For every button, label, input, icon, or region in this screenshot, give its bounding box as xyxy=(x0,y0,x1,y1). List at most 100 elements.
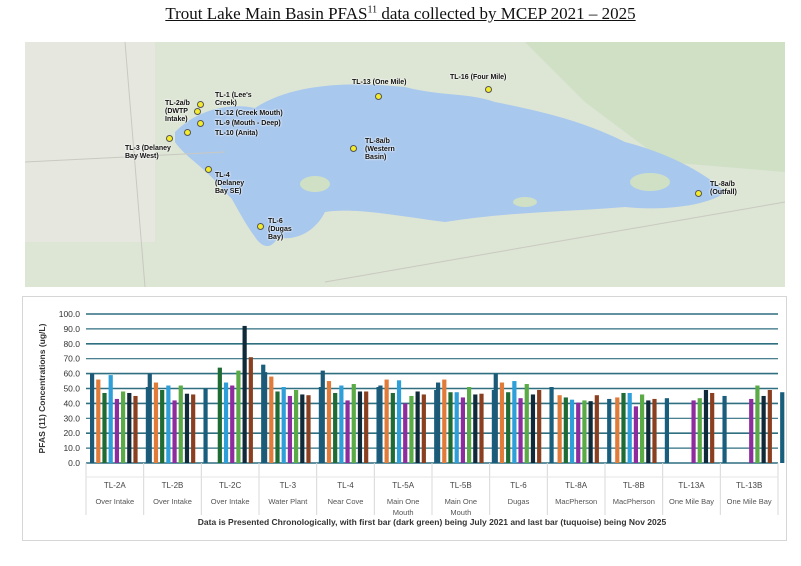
bar xyxy=(306,395,311,463)
site-label-tl-6: TL-6 (Dugas Bay) xyxy=(268,218,292,241)
bar xyxy=(300,394,305,463)
bar xyxy=(460,397,465,463)
bar xyxy=(518,398,523,463)
bar xyxy=(761,395,766,463)
bar xyxy=(172,400,177,463)
bar xyxy=(326,381,332,463)
bar xyxy=(512,381,517,463)
bar xyxy=(364,391,369,463)
bar xyxy=(217,367,222,463)
bar xyxy=(664,398,669,463)
site-marker-tl-16[interactable] xyxy=(485,86,492,93)
bar xyxy=(563,397,568,463)
bar xyxy=(493,373,498,463)
subcategory-label: Dugas xyxy=(508,497,530,506)
bar xyxy=(409,395,414,463)
y-tick-label: 100.0 xyxy=(59,309,81,319)
site-marker-tl-13[interactable] xyxy=(375,93,382,100)
bar xyxy=(333,392,338,463)
bar xyxy=(454,392,459,463)
bar xyxy=(147,373,152,463)
bar xyxy=(160,389,165,463)
site-marker-tl-4[interactable] xyxy=(205,166,212,173)
subcategory-label: Main One xyxy=(387,497,420,506)
site-marker-tl-6[interactable] xyxy=(257,223,264,230)
site-label-tl-16: TL-16 (Four Mile) xyxy=(450,74,507,81)
bar xyxy=(263,372,268,463)
bar xyxy=(384,379,389,463)
category-label: TL-2C xyxy=(219,481,241,490)
bar xyxy=(506,392,511,463)
bar xyxy=(178,385,183,463)
bar xyxy=(569,399,575,463)
bar xyxy=(436,382,441,463)
y-axis-label: PFAS (11) Concentrations (ug/L) xyxy=(37,323,47,453)
bar xyxy=(223,382,229,463)
bar xyxy=(524,384,529,463)
category-label: TL-5B xyxy=(450,481,472,490)
bar xyxy=(646,400,651,463)
bar xyxy=(479,393,484,463)
lake-map: TL-1 (Lee's Creek) TL-2a/b (DWTP Intake)… xyxy=(25,42,785,287)
y-tick-label: 20.0 xyxy=(63,428,80,438)
site-marker-tl-8ab-outfall[interactable] xyxy=(695,190,702,197)
pfas-bar-chart: 0.0 10.0 20.0 30.0 40.0 50.0 60.0 70.0 80.0 90.0 1… xyxy=(37,309,785,527)
site-label-tl-13: TL-13 (One Mile) xyxy=(352,79,407,86)
bar xyxy=(691,400,696,463)
site-label-tl-1: TL-1 (Lee's Creek) xyxy=(215,92,252,107)
bar xyxy=(127,392,132,463)
subcategory-label: One Mile Bay xyxy=(669,497,714,506)
bar xyxy=(652,398,657,463)
y-tick-label: 30.0 xyxy=(63,413,80,423)
chart-panel: 0.0 10.0 20.0 30.0 40.0 50.0 60.0 70.0 80.0 90.0 1… xyxy=(22,296,787,541)
bar xyxy=(722,395,727,463)
site-label-tl-10: TL-10 (Anita) xyxy=(215,130,258,137)
bar xyxy=(537,389,542,463)
y-tick-label: 60.0 xyxy=(63,369,80,379)
bar xyxy=(357,391,363,463)
subcategory-label: Mouth xyxy=(450,508,471,517)
bar xyxy=(345,400,350,463)
bar xyxy=(294,389,299,463)
bar xyxy=(403,403,408,463)
bar xyxy=(767,389,772,463)
bar xyxy=(442,379,447,463)
site-marker-tl-10[interactable] xyxy=(184,129,191,136)
bar xyxy=(633,406,638,463)
site-marker-tl-8ab-western[interactable] xyxy=(350,145,357,152)
bar xyxy=(530,394,536,463)
site-label-tl-12: TL-12 (Creek Mouth) xyxy=(215,110,283,117)
subcategory-label: Near Cove xyxy=(328,497,364,506)
y-tick-label: 70.0 xyxy=(63,354,80,364)
bar xyxy=(499,382,505,463)
subcategory-label: Main One xyxy=(445,497,478,506)
category-label: TL-6 xyxy=(510,481,527,490)
bar xyxy=(621,392,626,463)
site-marker-tl-1[interactable] xyxy=(197,101,204,108)
bar xyxy=(96,379,101,463)
site-marker-tl-2ab[interactable] xyxy=(194,108,201,115)
bar xyxy=(549,387,554,463)
bar xyxy=(749,398,754,463)
bar xyxy=(582,400,587,463)
y-tick-label: 10.0 xyxy=(63,443,80,453)
site-marker-tl-9[interactable] xyxy=(197,120,204,127)
site-marker-tl-3[interactable] xyxy=(166,135,173,142)
bar xyxy=(378,385,383,463)
bar xyxy=(755,385,760,463)
category-label: TL-8A xyxy=(565,481,587,490)
category-label: TL-8B xyxy=(623,481,645,490)
category-label: TL-2A xyxy=(104,481,126,490)
y-tick-label: 40.0 xyxy=(63,398,80,408)
bar xyxy=(627,392,632,463)
bar xyxy=(121,391,126,463)
bar xyxy=(588,401,593,463)
subcategory-label: MacPherson xyxy=(613,497,655,506)
bar xyxy=(697,398,702,463)
bar xyxy=(242,325,247,463)
bar xyxy=(415,391,420,463)
site-label-tl-2ab: TL-2a/b (DWTP Intake) xyxy=(165,100,190,123)
subcategory-label: One Mile Bay xyxy=(727,497,772,506)
bar xyxy=(203,388,208,463)
subcategory-label: Mouth xyxy=(393,508,414,517)
